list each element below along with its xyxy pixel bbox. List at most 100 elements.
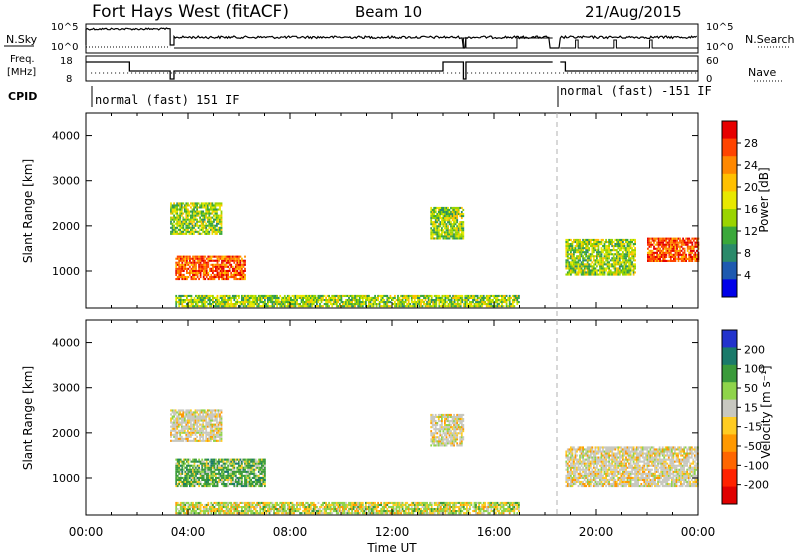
heatmap-cell <box>690 248 692 250</box>
heatmap-cell <box>567 249 569 251</box>
heatmap-cell <box>659 242 661 244</box>
heatmap-cell <box>221 416 223 418</box>
heatmap-cell <box>287 305 289 307</box>
heatmap-cell <box>233 465 235 467</box>
heatmap-cell <box>210 461 212 463</box>
heatmap-cell <box>501 297 503 299</box>
heatmap-cell <box>182 440 184 442</box>
heatmap-cell <box>633 269 635 271</box>
heatmap-cell <box>206 483 208 485</box>
heatmap-cell <box>210 268 212 270</box>
heatmap-cell <box>307 297 309 299</box>
heatmap-cell <box>578 448 580 450</box>
heatmap-cell <box>455 420 457 422</box>
heatmap-cell <box>193 221 195 223</box>
heatmap-cell <box>590 257 592 259</box>
heatmap-cell <box>619 239 621 241</box>
heatmap-cell <box>201 428 203 430</box>
heatmap-cell <box>575 473 577 475</box>
heatmap-cell <box>605 239 607 241</box>
heatmap-cell <box>365 301 367 303</box>
heatmap-cell <box>197 276 199 278</box>
heatmap-cell <box>210 467 212 469</box>
heatmap-cell <box>513 305 515 307</box>
heatmap-cell <box>649 246 651 248</box>
heatmap-cell <box>622 251 624 253</box>
heatmap-cell <box>664 252 666 254</box>
heatmap-cell <box>435 215 437 217</box>
heatmap-cell <box>588 243 590 245</box>
heatmap-cell <box>581 267 583 269</box>
heatmap-cell <box>613 267 615 269</box>
heatmap-cell <box>313 303 315 305</box>
heatmap-cell <box>213 432 215 434</box>
heatmap-cell <box>221 438 223 440</box>
heatmap-cell <box>195 428 197 430</box>
heatmap-cell <box>198 422 200 424</box>
heatmap-cell <box>598 261 600 263</box>
heatmap-cell <box>376 305 378 307</box>
heatmap-cell <box>471 301 473 303</box>
heatmap-cell <box>498 303 500 305</box>
heatmap-cell <box>567 473 569 475</box>
heatmap-cell <box>175 295 177 297</box>
heatmap-cell <box>205 422 207 424</box>
heatmap-cell <box>202 413 204 415</box>
heatmap-cell <box>205 202 207 204</box>
heatmap-cell <box>206 295 208 297</box>
heatmap-cell <box>679 240 681 242</box>
heatmap-cell <box>653 254 655 256</box>
heatmap-cell <box>331 305 333 307</box>
heatmap-cell <box>178 305 180 307</box>
heatmap-cell <box>241 461 243 463</box>
heatmap-cell <box>205 213 207 215</box>
heatmap-cell <box>215 297 217 299</box>
heatmap-cell <box>613 253 615 255</box>
heatmap-cell <box>221 227 223 229</box>
heatmap-cell <box>195 467 197 469</box>
heatmap-cell <box>241 459 243 461</box>
heatmap-cell <box>590 241 592 243</box>
heatmap-cell <box>261 469 263 471</box>
heatmap-cell <box>619 267 621 269</box>
heatmap-cell <box>475 301 477 303</box>
heatmap-cell <box>188 479 190 481</box>
heatmap-cell <box>223 262 225 264</box>
freq-line <box>86 62 698 79</box>
heatmap-cell <box>175 424 177 426</box>
heatmap-cell <box>221 223 223 225</box>
heatmap-cell <box>191 475 193 477</box>
heatmap-cell <box>215 459 217 461</box>
heatmap-cell <box>675 258 677 260</box>
heatmap-cell <box>236 256 238 258</box>
heatmap-cell <box>284 295 286 297</box>
nsearch-tick-low: 10^0 <box>706 42 733 53</box>
colorbar-tick-label: 16 <box>744 203 758 216</box>
heatmap-cell <box>227 301 229 303</box>
heatmap-cell <box>210 258 212 260</box>
heatmap-cell <box>190 416 192 418</box>
heatmap-cell <box>216 426 218 428</box>
heatmap-cell <box>455 418 457 420</box>
heatmap-cell <box>475 305 477 307</box>
heatmap-cell <box>691 252 693 254</box>
heatmap-cell <box>441 434 443 436</box>
heatmap-cell <box>202 422 204 424</box>
heatmap-cell <box>188 276 190 278</box>
heatmap-cell <box>693 248 695 250</box>
heatmap-cell <box>229 295 231 297</box>
heatmap-cell <box>241 463 243 465</box>
heatmap-cell <box>449 303 451 305</box>
heatmap-cell <box>565 461 567 463</box>
heatmap-cell <box>229 270 231 272</box>
heatmap-cell <box>230 305 232 307</box>
heatmap-cell <box>261 477 263 479</box>
heatmap-cell <box>503 305 505 307</box>
heatmap-cell <box>492 299 494 301</box>
heatmap-cell <box>170 213 172 215</box>
heatmap-cell <box>195 420 197 422</box>
heatmap-cell <box>608 269 610 271</box>
heatmap-cell <box>509 299 511 301</box>
heatmap-cell <box>685 254 687 256</box>
heatmap-cell <box>679 258 681 260</box>
